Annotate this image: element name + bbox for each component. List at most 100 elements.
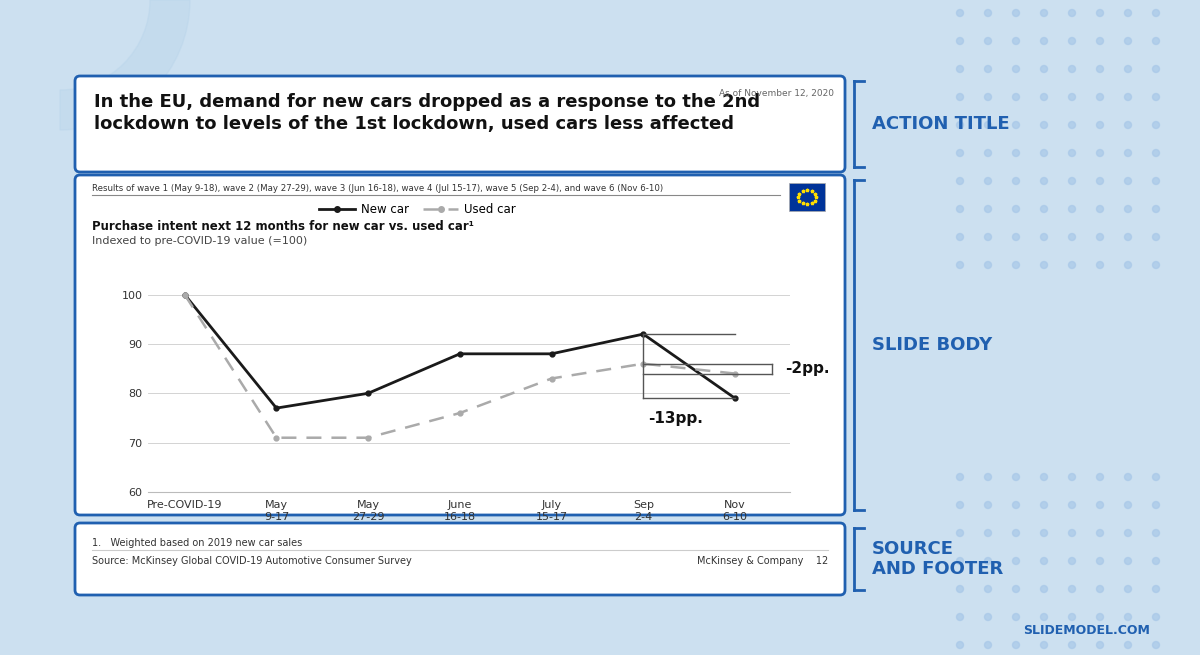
Circle shape <box>1013 178 1020 185</box>
Circle shape <box>1124 261 1132 269</box>
Circle shape <box>1152 94 1159 100</box>
Circle shape <box>1013 10 1020 16</box>
FancyBboxPatch shape <box>74 523 845 595</box>
Text: SOURCE
AND FOOTER: SOURCE AND FOOTER <box>872 540 1003 578</box>
Circle shape <box>984 121 991 128</box>
Circle shape <box>1068 502 1075 508</box>
Text: ACTION TITLE: ACTION TITLE <box>872 115 1009 133</box>
FancyBboxPatch shape <box>790 183 826 211</box>
Circle shape <box>1040 206 1048 212</box>
Circle shape <box>1013 149 1020 157</box>
Circle shape <box>1068 121 1075 128</box>
Circle shape <box>1040 474 1048 481</box>
Circle shape <box>984 149 991 157</box>
Text: lockdown to levels of the 1st lockdown, used cars less affected: lockdown to levels of the 1st lockdown, … <box>94 115 734 133</box>
Circle shape <box>1097 502 1104 508</box>
Circle shape <box>984 586 991 593</box>
Circle shape <box>1068 37 1075 45</box>
Circle shape <box>1040 502 1048 508</box>
Text: -2pp.: -2pp. <box>786 361 830 376</box>
Circle shape <box>1152 66 1159 73</box>
Circle shape <box>956 206 964 212</box>
Circle shape <box>1097 557 1104 565</box>
Circle shape <box>1124 10 1132 16</box>
FancyBboxPatch shape <box>74 175 845 515</box>
Circle shape <box>1097 121 1104 128</box>
Circle shape <box>1013 502 1020 508</box>
Circle shape <box>956 10 964 16</box>
Circle shape <box>956 474 964 481</box>
Circle shape <box>1152 178 1159 185</box>
Circle shape <box>1040 614 1048 620</box>
Circle shape <box>984 557 991 565</box>
Circle shape <box>956 641 964 648</box>
Text: SLIDE BODY: SLIDE BODY <box>872 336 992 354</box>
Circle shape <box>1124 121 1132 128</box>
Circle shape <box>1013 614 1020 620</box>
Circle shape <box>1097 614 1104 620</box>
Circle shape <box>1013 66 1020 73</box>
Circle shape <box>956 529 964 536</box>
Circle shape <box>956 614 964 620</box>
Circle shape <box>1097 529 1104 536</box>
Circle shape <box>1124 66 1132 73</box>
Circle shape <box>956 66 964 73</box>
Circle shape <box>1097 474 1104 481</box>
Circle shape <box>1097 178 1104 185</box>
Text: Indexed to pre-COVID-19 value (=100): Indexed to pre-COVID-19 value (=100) <box>92 236 307 246</box>
Circle shape <box>1013 37 1020 45</box>
Circle shape <box>1124 529 1132 536</box>
Circle shape <box>1097 586 1104 593</box>
Wedge shape <box>60 0 190 130</box>
Circle shape <box>1152 37 1159 45</box>
Circle shape <box>1124 233 1132 240</box>
Circle shape <box>984 66 991 73</box>
Circle shape <box>1124 614 1132 620</box>
Circle shape <box>1040 178 1048 185</box>
Circle shape <box>984 529 991 536</box>
Text: McKinsey & Company    12: McKinsey & Company 12 <box>697 556 828 566</box>
Circle shape <box>984 502 991 508</box>
Circle shape <box>1068 206 1075 212</box>
Circle shape <box>1152 149 1159 157</box>
Circle shape <box>1068 474 1075 481</box>
Circle shape <box>956 233 964 240</box>
Circle shape <box>956 37 964 45</box>
Circle shape <box>1124 474 1132 481</box>
Circle shape <box>1040 557 1048 565</box>
Circle shape <box>1013 206 1020 212</box>
Circle shape <box>1013 529 1020 536</box>
Circle shape <box>1097 149 1104 157</box>
Circle shape <box>1068 641 1075 648</box>
Circle shape <box>1068 557 1075 565</box>
Circle shape <box>1152 529 1159 536</box>
Circle shape <box>984 233 991 240</box>
Circle shape <box>1068 614 1075 620</box>
Circle shape <box>1152 502 1159 508</box>
Legend: New car, Used car: New car, Used car <box>314 198 521 221</box>
Circle shape <box>1040 121 1048 128</box>
Circle shape <box>984 614 991 620</box>
Circle shape <box>1097 66 1104 73</box>
Circle shape <box>956 261 964 269</box>
Circle shape <box>1124 641 1132 648</box>
Circle shape <box>984 10 991 16</box>
Circle shape <box>1068 529 1075 536</box>
Text: Source: McKinsey Global COVID-19 Automotive Consumer Survey: Source: McKinsey Global COVID-19 Automot… <box>92 556 412 566</box>
Circle shape <box>1040 94 1048 100</box>
Circle shape <box>1040 586 1048 593</box>
Text: As of November 12, 2020: As of November 12, 2020 <box>719 89 834 98</box>
Circle shape <box>1068 94 1075 100</box>
Circle shape <box>1040 233 1048 240</box>
Circle shape <box>1124 557 1132 565</box>
Circle shape <box>1013 474 1020 481</box>
Circle shape <box>1068 66 1075 73</box>
Circle shape <box>1040 529 1048 536</box>
Circle shape <box>1124 586 1132 593</box>
Circle shape <box>1152 474 1159 481</box>
Circle shape <box>1013 94 1020 100</box>
Circle shape <box>1152 10 1159 16</box>
Circle shape <box>1124 149 1132 157</box>
Circle shape <box>984 37 991 45</box>
Circle shape <box>1068 178 1075 185</box>
